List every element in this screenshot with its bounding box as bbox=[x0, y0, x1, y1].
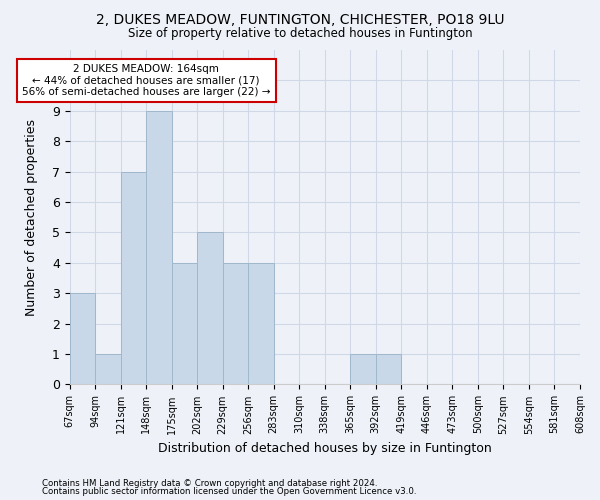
Bar bbox=[172, 263, 197, 384]
Bar bbox=[197, 232, 223, 384]
Bar bbox=[350, 354, 376, 384]
Text: 2, DUKES MEADOW, FUNTINGTON, CHICHESTER, PO18 9LU: 2, DUKES MEADOW, FUNTINGTON, CHICHESTER,… bbox=[96, 12, 504, 26]
Bar bbox=[70, 293, 95, 384]
Y-axis label: Number of detached properties: Number of detached properties bbox=[25, 118, 38, 316]
Bar bbox=[248, 263, 274, 384]
X-axis label: Distribution of detached houses by size in Funtington: Distribution of detached houses by size … bbox=[158, 442, 491, 455]
Bar bbox=[95, 354, 121, 384]
Bar bbox=[223, 263, 248, 384]
Bar bbox=[146, 111, 172, 384]
Bar bbox=[121, 172, 146, 384]
Text: Contains public sector information licensed under the Open Government Licence v3: Contains public sector information licen… bbox=[42, 487, 416, 496]
Text: 2 DUKES MEADOW: 164sqm
← 44% of detached houses are smaller (17)
56% of semi-det: 2 DUKES MEADOW: 164sqm ← 44% of detached… bbox=[22, 64, 271, 97]
Text: Size of property relative to detached houses in Funtington: Size of property relative to detached ho… bbox=[128, 28, 472, 40]
Bar bbox=[376, 354, 401, 384]
Text: Contains HM Land Registry data © Crown copyright and database right 2024.: Contains HM Land Registry data © Crown c… bbox=[42, 478, 377, 488]
